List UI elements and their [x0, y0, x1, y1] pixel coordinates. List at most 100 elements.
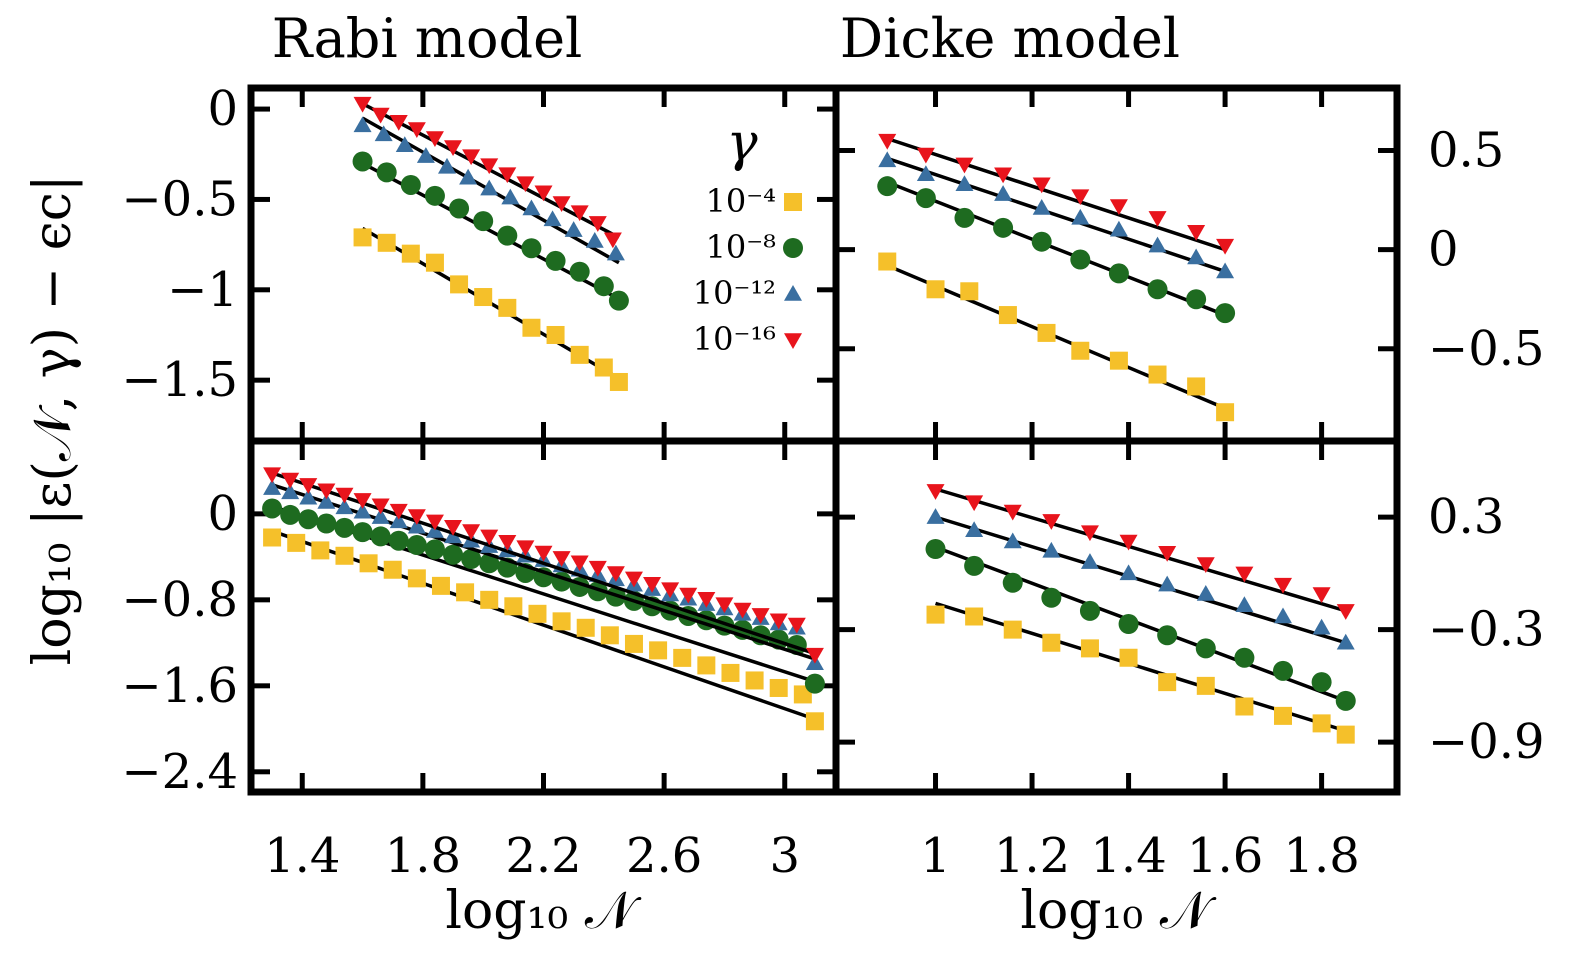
data-point	[388, 530, 409, 551]
y-tick-label: −0.9	[1428, 714, 1545, 770]
data-point	[606, 244, 625, 261]
data-point	[546, 325, 565, 344]
data-point	[878, 252, 897, 271]
data-point	[374, 125, 393, 142]
data-point	[1119, 534, 1138, 551]
data-point	[1031, 231, 1052, 252]
series-1e-12	[926, 508, 1355, 650]
data-point	[1215, 303, 1236, 324]
data-point	[473, 211, 494, 232]
data-point	[1080, 553, 1099, 569]
data-point	[926, 508, 945, 524]
fit-line	[886, 136, 1226, 252]
legend-entries: 10⁻⁴ 10⁻⁸ 10⁻¹² 10⁻¹⁶	[693, 182, 803, 358]
data-point	[352, 522, 373, 543]
data-point	[353, 96, 372, 113]
data-point	[1108, 263, 1129, 284]
x-tick-label: 1.2	[994, 828, 1070, 884]
data-point	[1042, 633, 1061, 652]
panel-top-left: 0 −0.5 −1 −1.5	[121, 81, 833, 438]
y-tick-label: 0	[207, 81, 238, 137]
data-point	[965, 607, 984, 626]
data-point	[1196, 557, 1215, 573]
data-point	[564, 221, 583, 237]
data-point	[335, 498, 354, 515]
data-point	[965, 495, 984, 512]
data-point	[715, 597, 734, 614]
data-point	[576, 618, 595, 637]
data-point	[1080, 525, 1099, 542]
data-point	[916, 165, 935, 182]
series-1e-4	[878, 252, 1235, 422]
data-point	[805, 712, 824, 731]
data-point	[389, 512, 408, 529]
fit-line	[886, 156, 1226, 274]
data-point	[543, 210, 562, 227]
series-1e-4	[263, 528, 824, 731]
data-point	[955, 175, 974, 191]
data-point	[334, 517, 355, 538]
data-point	[964, 555, 985, 576]
fit-line	[935, 487, 1347, 613]
data-point	[1080, 639, 1099, 658]
data-point	[317, 483, 336, 500]
data-point	[1157, 625, 1178, 646]
x-tick-label: 1.8	[385, 828, 461, 884]
data-point	[389, 503, 408, 520]
data-point	[915, 188, 936, 209]
data-point	[522, 199, 541, 216]
data-point	[643, 576, 662, 593]
data-point	[444, 140, 463, 157]
data-point	[352, 151, 373, 172]
data-point	[459, 168, 478, 185]
data-point	[994, 167, 1013, 184]
data-point	[534, 545, 553, 562]
series-1e-8	[925, 539, 1356, 711]
data-point	[462, 524, 481, 541]
data-point	[462, 149, 481, 166]
data-point	[263, 528, 282, 547]
y-axis-label: log₁₀ |ε(𝒩, γ) − ϵc|	[23, 175, 83, 666]
legend-label: 10⁻⁴	[706, 182, 776, 220]
y-tick-label: −0.3	[1428, 602, 1545, 658]
data-point	[359, 554, 378, 573]
data-point	[425, 253, 444, 272]
y-tick-label: 0.5	[1428, 122, 1504, 178]
data-point	[425, 131, 444, 147]
data-point	[594, 358, 613, 377]
data-point	[593, 276, 614, 297]
data-point	[1003, 532, 1022, 549]
x-tick-label: 1	[920, 828, 951, 884]
data-point	[1109, 220, 1128, 237]
data-point	[769, 678, 788, 697]
data-point	[424, 539, 445, 560]
data-point	[1235, 596, 1254, 612]
data-point	[480, 179, 499, 196]
data-point	[954, 207, 975, 228]
data-point	[545, 250, 566, 271]
x-axis-label-dicke: log₁₀ 𝒩	[1020, 881, 1216, 941]
title-dicke: Dicke model	[840, 7, 1180, 70]
data-point	[353, 493, 372, 509]
data-point	[588, 216, 607, 232]
data-point	[926, 484, 945, 500]
data-point	[624, 571, 643, 588]
data-point	[501, 188, 520, 205]
data-point	[1312, 714, 1331, 733]
data-point	[1147, 279, 1168, 300]
panel-bottom-left: 1.4 1.8 2.2 2.6 3 0 −0.8 −1.6 −2.4	[121, 444, 833, 884]
data-point	[280, 504, 301, 525]
x-tick-label: 2.2	[505, 828, 581, 884]
data-point	[299, 488, 318, 505]
data-point	[878, 133, 897, 150]
data-point	[521, 238, 542, 259]
data-point	[371, 107, 390, 124]
data-point	[1187, 248, 1206, 265]
data-point	[955, 157, 974, 174]
legend-marker	[784, 333, 802, 349]
data-point	[552, 551, 571, 567]
data-point	[603, 232, 622, 249]
data-point	[624, 634, 643, 653]
data-point	[878, 151, 897, 168]
data-point	[425, 514, 444, 531]
